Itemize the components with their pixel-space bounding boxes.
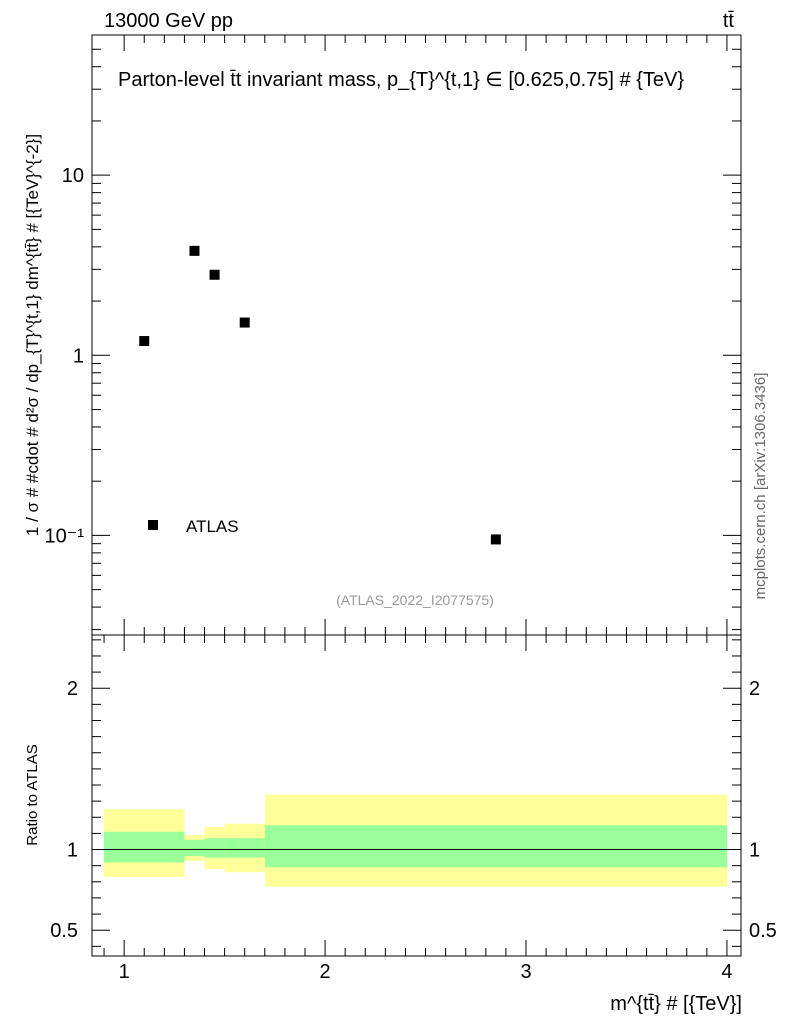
plot-title: Parton-level t̄t invariant mass, p_{T}^{…: [118, 69, 684, 91]
ratio-y-axis-label: Ratio to ATLAS: [24, 744, 41, 845]
uncertainty-band: [224, 838, 265, 858]
ratio-y-ticks: 0.5 0.5 1 1 2 2: [50, 639, 777, 947]
process-label: tt̄: [723, 10, 735, 32]
data-point: [490, 534, 501, 545]
main-y-axis-label: 1 / σ # #cdot # d²σ / dp_{T}^{t,1} dm^{t…: [23, 134, 42, 536]
y-tick-label: 0.5: [50, 920, 78, 942]
uncertainty-band: [204, 838, 225, 858]
x-tick-label: 1: [119, 961, 130, 983]
y-tick-label: 10⁻¹: [45, 525, 85, 547]
data-point: [209, 269, 220, 280]
data-point: [189, 245, 200, 256]
y-tick-label-right: 0.5: [749, 920, 777, 942]
uncertainty-band: [184, 839, 205, 856]
y-tick-label-right: 1: [749, 840, 760, 862]
ratio-panel: 1 2 3 4 0.5 0.5 1 1 2 2 Ratio to ATLAS m^{tt̄} #…: [24, 634, 777, 1015]
data-point: [139, 336, 150, 347]
uncertainty-bands: [104, 794, 727, 887]
uncertainty-band: [264, 825, 727, 868]
main-x-ticks: [123, 35, 728, 635]
uncertainty-band: [104, 831, 185, 863]
analysis-annotation: (ATLAS_2022_I2077575): [336, 592, 494, 608]
x-tick-label: 4: [721, 961, 732, 983]
source-label: mcplots.cern.ch [arXiv:1306.3436]: [752, 373, 769, 600]
x-axis-label: m^{tt̄} # [{TeV}]: [610, 993, 742, 1015]
x-tick-label: 3: [520, 961, 531, 983]
collision-label: 13000 GeV pp: [104, 10, 233, 32]
legend-label: ATLAS: [186, 517, 239, 536]
main-y-ticks: 10⁻¹ 1 10: [45, 34, 741, 631]
x-tick-label: 2: [320, 961, 331, 983]
y-tick-label: 2: [67, 678, 78, 700]
y-tick-label: 10: [62, 165, 84, 187]
main-frame: [91, 34, 742, 636]
data-point: [239, 317, 250, 328]
main-panel: 10⁻¹ 1 10 Parton-level t̄t invariant mass,…: [23, 34, 742, 636]
data-points: [139, 245, 501, 545]
y-tick-label-right: 2: [749, 678, 760, 700]
y-tick-label: 1: [73, 345, 84, 367]
ratio-frame: [91, 634, 742, 957]
legend-marker: [148, 520, 158, 530]
ratio-x-ticks: 1 2 3 4: [103, 635, 732, 983]
y-tick-label: 1: [67, 840, 78, 862]
